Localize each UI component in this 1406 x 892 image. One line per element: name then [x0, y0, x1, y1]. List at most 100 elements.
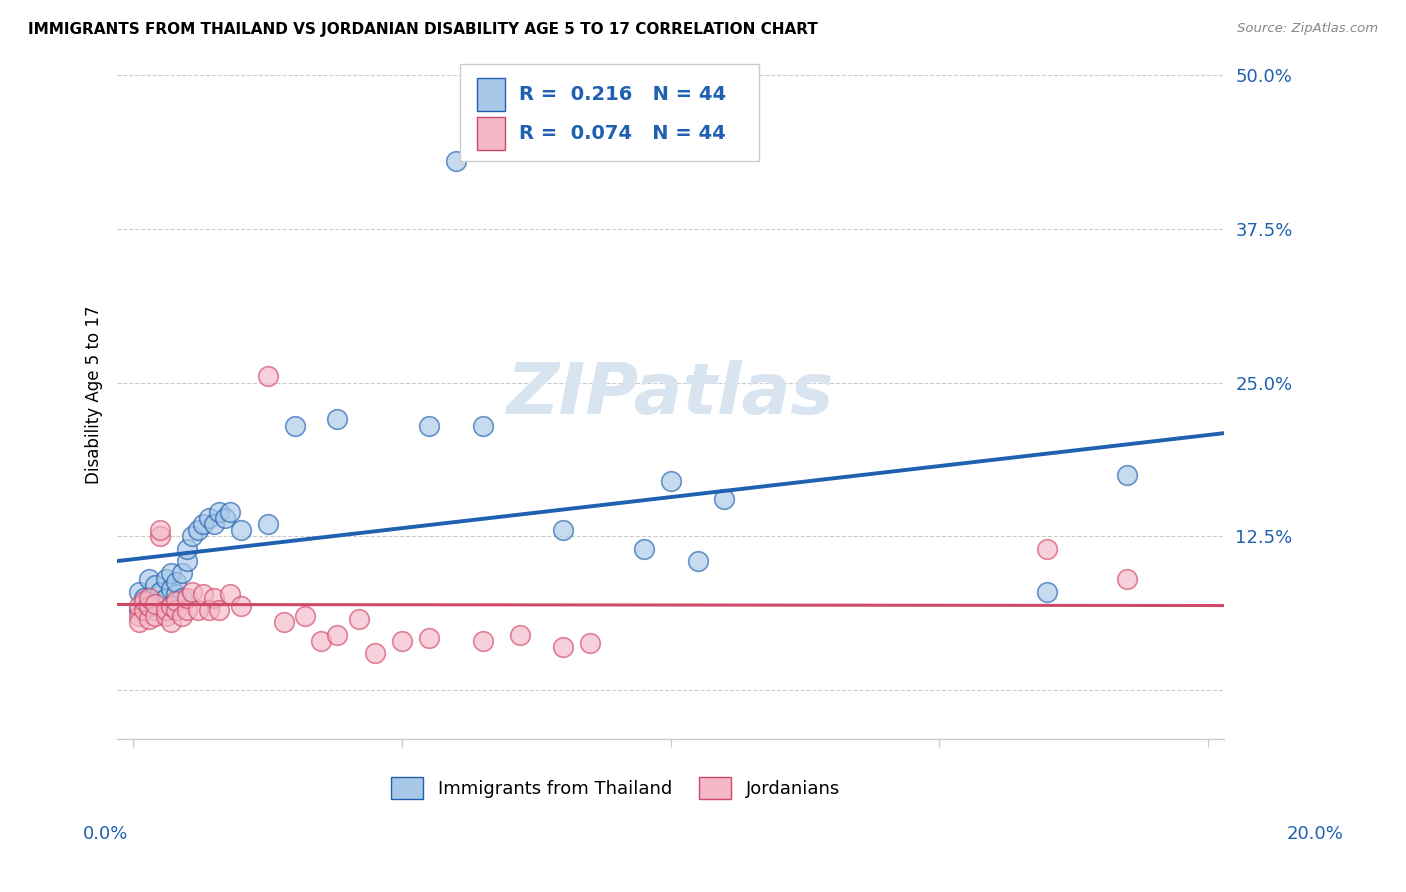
Point	[160, 599, 183, 614]
Point	[391, 633, 413, 648]
Point	[229, 523, 252, 537]
Point	[509, 627, 531, 641]
Point	[197, 603, 219, 617]
Point	[256, 516, 278, 531]
Point	[143, 597, 166, 611]
Point	[170, 566, 193, 581]
Point	[181, 584, 204, 599]
Point	[132, 603, 155, 617]
Point	[176, 541, 198, 556]
Point	[155, 572, 177, 586]
Point	[191, 516, 214, 531]
Point	[553, 640, 575, 654]
Point	[208, 505, 231, 519]
Point	[176, 591, 198, 605]
Point	[219, 587, 242, 601]
Point	[579, 636, 602, 650]
Point	[197, 511, 219, 525]
Point	[155, 603, 177, 617]
Point	[155, 609, 177, 624]
Point	[143, 603, 166, 617]
Point	[149, 594, 172, 608]
Point	[138, 591, 160, 605]
Point	[165, 594, 187, 608]
Point	[311, 633, 333, 648]
Point	[187, 603, 209, 617]
Point	[160, 582, 183, 596]
Point	[160, 615, 183, 630]
Legend: Immigrants from Thailand, Jordanians: Immigrants from Thailand, Jordanians	[384, 769, 848, 805]
Text: ZIPatlas: ZIPatlas	[508, 360, 834, 429]
Text: R =  0.216   N = 44: R = 0.216 N = 44	[519, 85, 725, 103]
Bar	[477, 117, 505, 150]
Point	[347, 612, 370, 626]
Text: 20.0%: 20.0%	[1286, 825, 1343, 843]
Point	[219, 505, 242, 519]
Point	[128, 609, 150, 624]
Point	[165, 587, 187, 601]
Point	[132, 594, 155, 608]
Point	[128, 584, 150, 599]
Point	[128, 599, 150, 614]
Point	[418, 632, 440, 646]
Point	[326, 412, 349, 426]
Point	[149, 529, 172, 543]
Point	[633, 541, 655, 556]
Text: Source: ZipAtlas.com: Source: ZipAtlas.com	[1237, 22, 1378, 36]
Point	[176, 603, 198, 617]
Point	[471, 418, 494, 433]
Point	[128, 615, 150, 630]
Point	[283, 418, 305, 433]
Point	[143, 609, 166, 624]
Point	[202, 516, 225, 531]
Point	[1036, 584, 1059, 599]
Point	[273, 615, 295, 630]
Point	[160, 566, 183, 581]
Point	[170, 591, 193, 605]
Y-axis label: Disability Age 5 to 17: Disability Age 5 to 17	[86, 306, 103, 484]
Point	[138, 599, 160, 614]
Point	[170, 609, 193, 624]
FancyBboxPatch shape	[460, 64, 759, 161]
Point	[138, 594, 160, 608]
Point	[1116, 467, 1139, 482]
Text: 0.0%: 0.0%	[83, 825, 128, 843]
Point	[1116, 572, 1139, 586]
Point	[138, 599, 160, 614]
Point	[202, 591, 225, 605]
Bar	[477, 78, 505, 111]
Point	[471, 633, 494, 648]
Point	[326, 627, 349, 641]
Point	[713, 492, 735, 507]
Point	[176, 554, 198, 568]
Point	[149, 584, 172, 599]
Point	[165, 574, 187, 589]
Point	[659, 474, 682, 488]
Point	[143, 578, 166, 592]
Point	[256, 369, 278, 384]
Point	[132, 597, 155, 611]
Point	[155, 591, 177, 605]
Point	[160, 599, 183, 614]
Point	[187, 523, 209, 537]
Point	[364, 646, 387, 660]
Point	[444, 154, 467, 169]
Point	[191, 587, 214, 601]
Text: IMMIGRANTS FROM THAILAND VS JORDANIAN DISABILITY AGE 5 TO 17 CORRELATION CHART: IMMIGRANTS FROM THAILAND VS JORDANIAN DI…	[28, 22, 818, 37]
Point	[1036, 541, 1059, 556]
Point	[165, 603, 187, 617]
Point	[229, 599, 252, 614]
Point	[553, 523, 575, 537]
Point	[294, 609, 316, 624]
Point	[149, 523, 172, 537]
Point	[181, 529, 204, 543]
Point	[138, 572, 160, 586]
Point	[686, 554, 709, 568]
Point	[138, 612, 160, 626]
Point	[132, 591, 155, 605]
Point	[208, 603, 231, 617]
Point	[418, 418, 440, 433]
Text: R =  0.074   N = 44: R = 0.074 N = 44	[519, 124, 725, 143]
Point	[128, 603, 150, 617]
Point	[214, 511, 236, 525]
